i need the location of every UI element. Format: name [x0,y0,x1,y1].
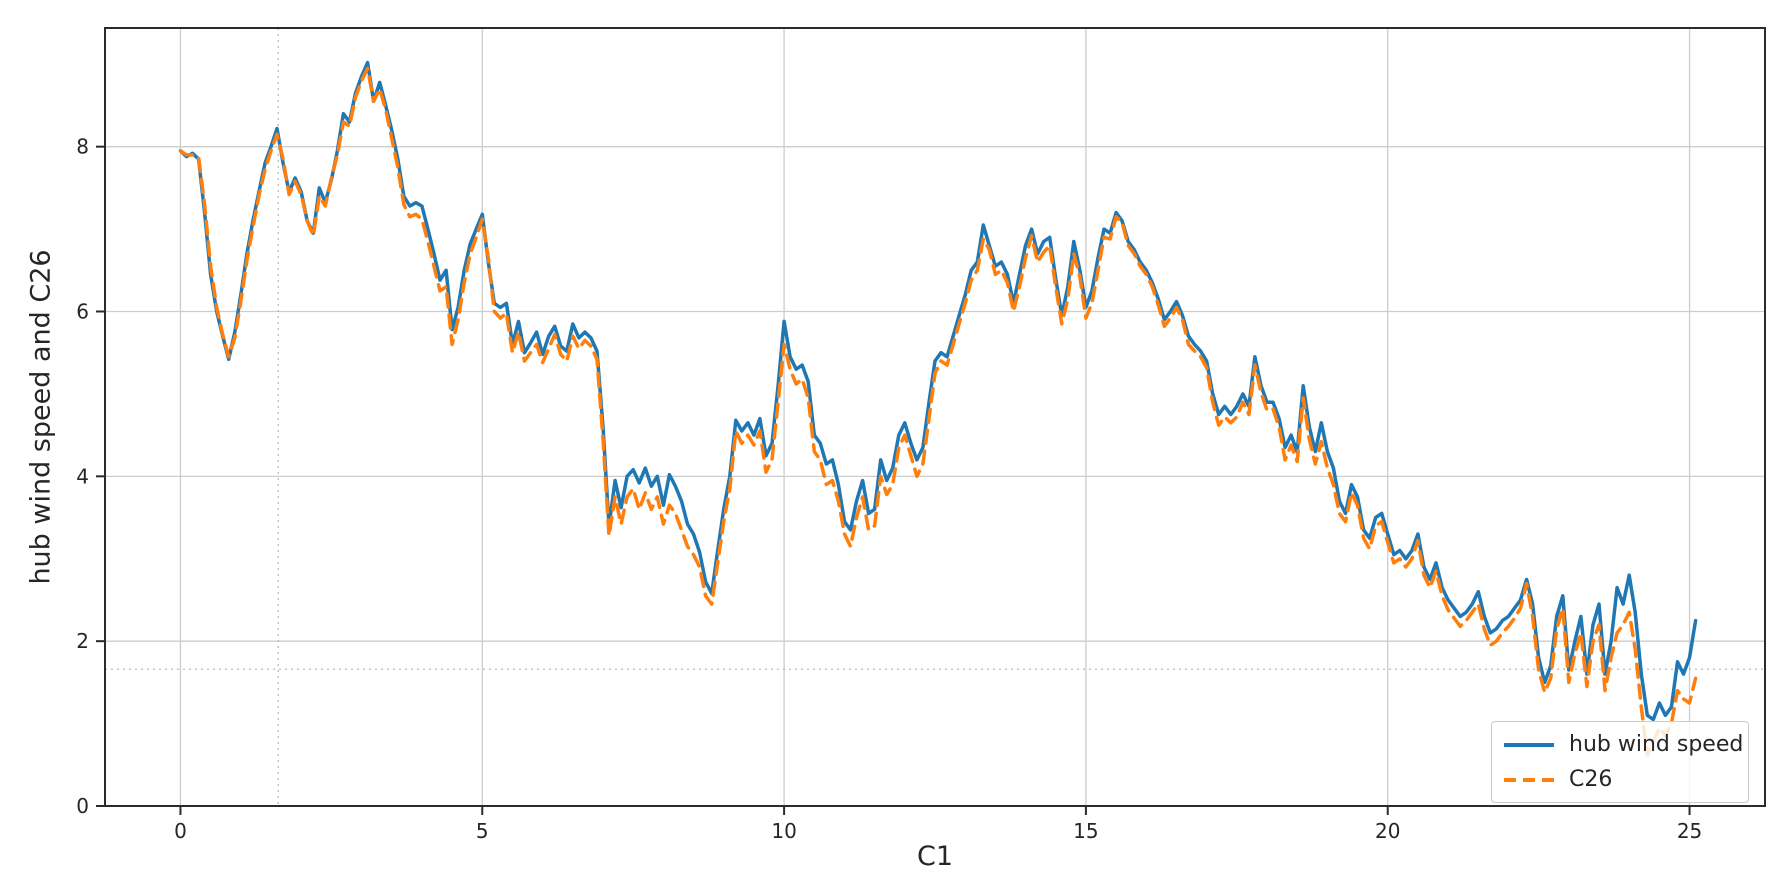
y-tick-label: 8 [76,135,89,159]
x-tick-label: 10 [771,819,796,843]
legend-item-label: C26 [1569,767,1613,792]
series-hub-wind-speed [178,60,1698,722]
legend-item-label: hub wind speed [1569,732,1744,757]
x-axis-label: C1 [916,841,954,872]
x-tick-label: 0 [174,819,187,843]
legend-item-c26: C26 [1504,766,1734,793]
legend-item-hub-wind-speed: hub wind speed [1504,731,1743,758]
legend: hub wind speed C26 [1491,721,1749,803]
legend-line-sample-solid [1504,742,1554,747]
grid-lines [105,28,1765,807]
series-c26 [178,66,1698,757]
y-axis-label: hub wind speed and C26 [25,249,57,585]
y-tick-label: 0 [76,794,89,818]
x-tick-label: 20 [1375,819,1400,843]
axes-frame [104,27,1766,807]
tick-marks [96,145,1691,815]
legend-line-sample-dashed [1504,777,1554,782]
x-tick-label: 25 [1677,819,1702,843]
x-tick-label: 15 [1073,819,1098,843]
tick-labels: 0 5 10 15 20 25 0 2 4 6 8 [76,135,1702,843]
y-tick-label: 4 [76,464,89,488]
y-tick-label: 6 [76,300,89,324]
x-tick-label: 5 [476,819,489,843]
reference-lines [105,28,1765,806]
y-tick-label: 2 [76,629,89,653]
